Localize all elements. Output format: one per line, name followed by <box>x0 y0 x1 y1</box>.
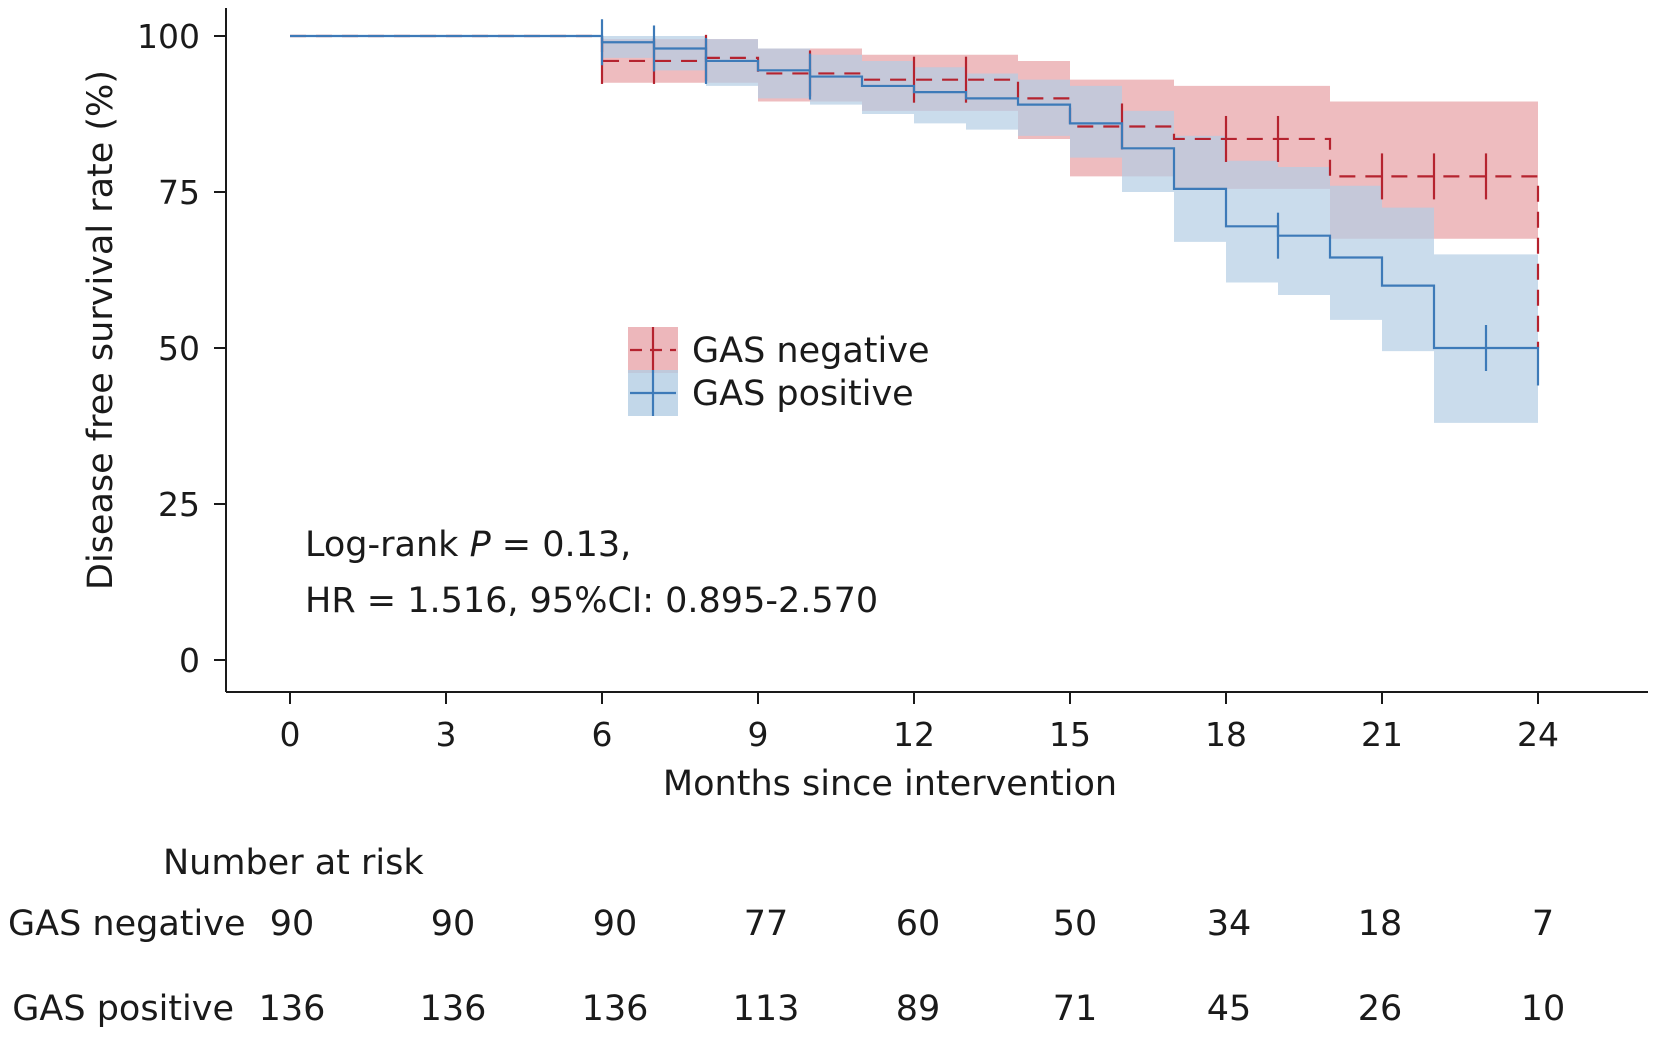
y-ticks: 0 25 50 75 100 <box>137 17 226 680</box>
risk-cell: 71 <box>1052 989 1098 1029</box>
risk-cell: 136 <box>258 989 326 1029</box>
survival-curves <box>290 19 1540 386</box>
risk-cell: 136 <box>419 989 487 1029</box>
stats-annotation: Log-rank P = 0.13, HR = 1.516, 95%CI: 0.… <box>305 525 878 621</box>
x-tick-label: 24 <box>1517 715 1559 754</box>
risk-row-label: GAS negative <box>8 904 246 944</box>
risk-row-label: GAS positive <box>12 989 234 1029</box>
y-tick-label: 50 <box>158 329 200 368</box>
x-tick-label: 12 <box>893 715 935 754</box>
risk-cell: 18 <box>1357 904 1403 944</box>
x-tick-label: 21 <box>1361 715 1403 754</box>
y-axis-title: Disease free survival rate (%) <box>81 70 121 590</box>
risk-cell: 136 <box>581 989 649 1029</box>
risk-cell: 26 <box>1357 989 1403 1029</box>
risk-cell: 77 <box>743 904 789 944</box>
x-tick-label: 6 <box>592 715 613 754</box>
legend-label-gas-positive: GAS positive <box>692 374 914 414</box>
y-tick-label: 100 <box>137 17 200 56</box>
x-tick-label: 3 <box>436 715 457 754</box>
x-tick-label: 18 <box>1205 715 1247 754</box>
ci-band-gas-positive <box>290 36 1538 423</box>
survival-line-gas-negative <box>290 34 1540 348</box>
y-tick-label: 0 <box>179 641 200 680</box>
x-ticks: 0 3 6 9 12 15 18 21 24 <box>280 692 1559 754</box>
risk-cell: 90 <box>592 904 638 944</box>
risk-cell: 90 <box>269 904 315 944</box>
x-tick-label: 9 <box>748 715 769 754</box>
risk-cell: 90 <box>430 904 476 944</box>
risk-cell: 50 <box>1052 904 1098 944</box>
x-tick-label: 0 <box>280 715 301 754</box>
logrank-text: Log-rank P = 0.13, <box>305 525 631 565</box>
y-tick-label: 75 <box>158 173 200 212</box>
risk-cell: 60 <box>895 904 941 944</box>
y-tick-label: 25 <box>158 485 200 524</box>
x-axis-title: Months since intervention <box>663 764 1117 804</box>
risk-cell: 34 <box>1206 904 1252 944</box>
axes <box>225 8 1648 693</box>
risk-cell: 7 <box>1531 904 1555 944</box>
hr-text: HR = 1.516, 95%CI: 0.895-2.570 <box>305 581 878 621</box>
risk-cell: 45 <box>1206 989 1252 1029</box>
risk-cell: 10 <box>1520 989 1566 1029</box>
risk-cell: 89 <box>895 989 941 1029</box>
legend-label-gas-negative: GAS negative <box>692 331 929 371</box>
risk-cell: 113 <box>732 989 800 1029</box>
risk-table-title: Number at risk <box>163 843 424 883</box>
x-tick-label: 15 <box>1049 715 1091 754</box>
